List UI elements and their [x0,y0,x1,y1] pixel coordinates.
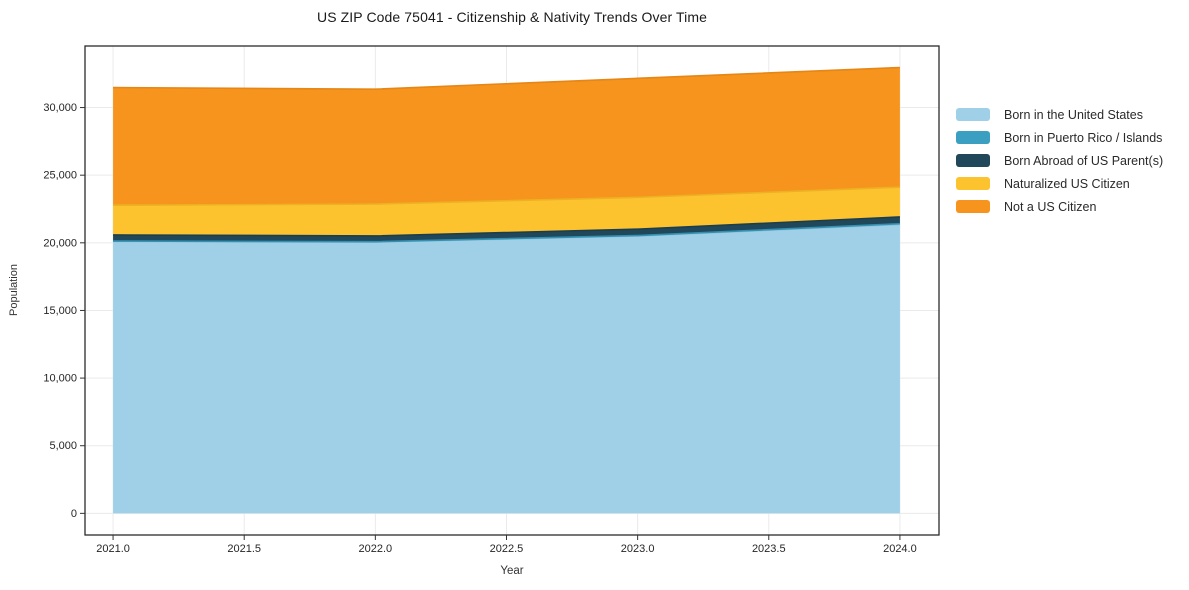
tick-labels: 2021.0 2021.5 2022.0 2022.5 2023.0 2023.5 2024… [43,102,916,555]
x-tick-label: 2022.5 [490,543,524,555]
area-edge-2 [113,216,900,237]
legend-item-3[interactable]: Naturalized US Citizen [956,172,1163,195]
area-edge-4 [113,66,900,90]
area-3 [113,187,900,236]
x-axis-label: Year [500,565,524,577]
legend-swatch [956,200,990,213]
legend-label: Born Abroad of US Parent(s) [1004,153,1164,168]
y-tick-label: 0 [71,508,77,520]
x-tick-label: 2022.0 [359,543,393,555]
x-tick-label: 2024.0 [883,543,917,555]
tick-marks [80,107,901,540]
legend-label: Not a US Citizen [1004,199,1097,214]
x-tick-label: 2023.5 [752,543,786,555]
legend-label: Naturalized US Citizen [1004,176,1130,191]
legend-swatch [956,177,990,190]
plot-frame [84,45,940,536]
y-tick-label: 20,000 [43,237,77,249]
area-0 [113,224,900,514]
area-edge-1 [113,222,900,243]
x-tick-label: 2021.0 [96,543,130,555]
x-tick-label: 2023.0 [621,543,655,555]
legend-item-4[interactable]: Not a US Citizen [956,195,1163,218]
plot-border [84,45,940,536]
series-edge-lines [113,66,900,243]
legend-label: Born in the United States [1004,107,1143,122]
legend-swatch [956,108,990,121]
area-series-group [113,67,900,514]
legend-item-0[interactable]: Born in the United States [956,103,1163,126]
y-tick-label: 5,000 [49,440,77,452]
legend-swatch [956,154,990,167]
chart-title: US ZIP Code 75041 - Citizenship & Nativi… [316,9,708,25]
legend-label: Born in Puerto Rico / Islands [1004,130,1163,145]
x-tick-label: 2021.5 [227,543,261,555]
legend-item-2[interactable]: Born Abroad of US Parent(s) [956,149,1163,172]
y-tick-label: 25,000 [43,170,77,182]
legend-item-1[interactable]: Born in Puerto Rico / Islands [956,126,1163,149]
area-2 [113,216,900,242]
area-4 [113,67,900,206]
y-tick-label: 15,000 [43,305,77,317]
y-tick-label: 30,000 [43,102,77,114]
legend-swatch [956,131,990,144]
legend: Born in the United States Born in Puerto … [956,103,1163,218]
y-tick-label: 10,000 [43,373,77,385]
area-edge-3 [113,186,900,207]
